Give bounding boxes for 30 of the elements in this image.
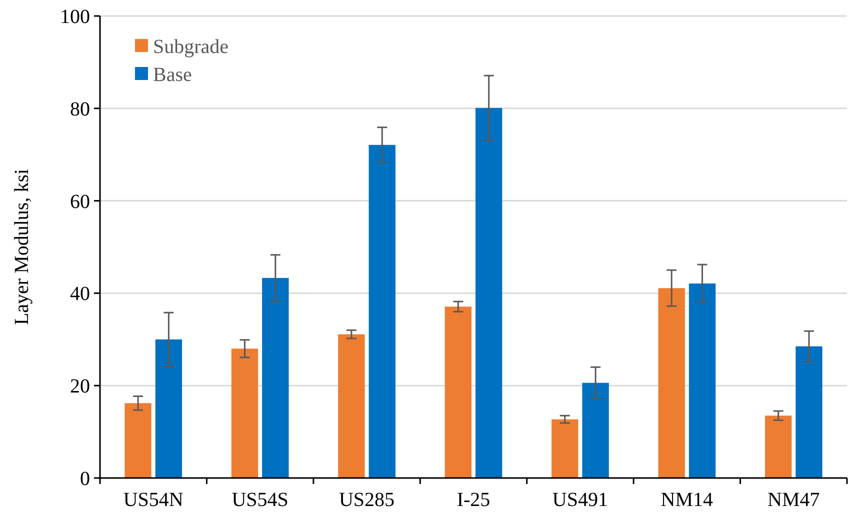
bar xyxy=(231,348,258,478)
y-tick-label: 0 xyxy=(80,468,90,490)
bar xyxy=(338,334,365,478)
x-tick-label: NM14 xyxy=(660,489,714,511)
legend-label: Subgrade xyxy=(153,36,229,58)
bar xyxy=(764,416,792,478)
bar xyxy=(582,382,609,478)
legend-label: Base xyxy=(153,64,192,86)
x-tick-label: US54N xyxy=(123,489,184,511)
bar xyxy=(688,284,716,478)
bar xyxy=(796,346,822,478)
x-tick-label: US285 xyxy=(338,489,395,511)
y-tick-label: 20 xyxy=(70,376,90,398)
bar xyxy=(658,288,685,478)
x-tick-label: US491 xyxy=(552,489,608,511)
x-tick-label: NM47 xyxy=(768,489,820,511)
bar xyxy=(444,306,472,478)
bar xyxy=(552,419,578,478)
x-tick-label: US54S xyxy=(232,489,288,511)
bar xyxy=(262,278,289,478)
x-tick-label: I-25 xyxy=(456,489,490,511)
y-tick-label: 60 xyxy=(70,190,90,213)
y-tick-label: 100 xyxy=(60,6,90,28)
y-tick-label: 80 xyxy=(70,98,90,120)
bar xyxy=(155,339,182,478)
y-axis-title: Layer Modulus, ksi xyxy=(11,168,33,326)
bar xyxy=(124,403,152,478)
y-tick-label: 40 xyxy=(70,283,90,306)
bar xyxy=(368,144,396,478)
bar xyxy=(476,108,502,478)
